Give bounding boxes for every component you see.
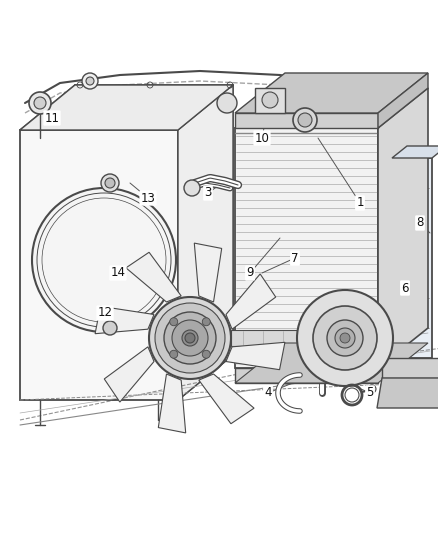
Circle shape: [368, 385, 376, 393]
Circle shape: [29, 92, 51, 114]
Circle shape: [34, 97, 46, 109]
Polygon shape: [199, 374, 254, 424]
Polygon shape: [231, 330, 297, 346]
Polygon shape: [392, 158, 432, 358]
Polygon shape: [235, 113, 378, 128]
Polygon shape: [95, 306, 154, 334]
Text: 14: 14: [110, 266, 126, 279]
Circle shape: [182, 330, 198, 346]
Text: 5: 5: [366, 386, 374, 400]
Polygon shape: [20, 85, 233, 130]
Circle shape: [335, 328, 355, 348]
Circle shape: [101, 174, 119, 192]
Circle shape: [170, 350, 178, 358]
Polygon shape: [226, 342, 285, 370]
Text: 6: 6: [401, 281, 409, 295]
Circle shape: [86, 77, 94, 85]
Circle shape: [164, 312, 216, 364]
Circle shape: [202, 318, 210, 326]
Polygon shape: [104, 347, 154, 402]
Polygon shape: [235, 88, 428, 128]
Text: 12: 12: [98, 306, 113, 319]
Text: 9: 9: [246, 266, 254, 279]
Circle shape: [155, 303, 225, 373]
Polygon shape: [226, 274, 276, 329]
Polygon shape: [126, 252, 181, 302]
Circle shape: [105, 178, 115, 188]
Polygon shape: [392, 146, 438, 158]
Polygon shape: [20, 130, 178, 400]
Circle shape: [185, 333, 195, 343]
Polygon shape: [382, 358, 438, 378]
Text: 1: 1: [356, 197, 364, 209]
Circle shape: [262, 92, 278, 108]
Polygon shape: [378, 88, 428, 368]
Circle shape: [82, 73, 98, 89]
Polygon shape: [255, 88, 285, 113]
Text: 7: 7: [291, 252, 299, 264]
Polygon shape: [235, 368, 378, 383]
Circle shape: [297, 290, 393, 386]
Circle shape: [313, 306, 377, 370]
Circle shape: [172, 320, 208, 356]
Polygon shape: [235, 73, 428, 113]
Polygon shape: [378, 73, 428, 128]
Polygon shape: [158, 374, 186, 433]
Polygon shape: [194, 243, 222, 302]
Circle shape: [202, 350, 210, 358]
Circle shape: [170, 318, 178, 326]
Circle shape: [184, 180, 200, 196]
Circle shape: [327, 320, 363, 356]
Circle shape: [340, 333, 350, 343]
Polygon shape: [377, 378, 438, 408]
Polygon shape: [235, 128, 378, 368]
Circle shape: [103, 321, 117, 335]
Circle shape: [298, 113, 312, 127]
Text: 4: 4: [264, 386, 272, 400]
Text: 8: 8: [416, 216, 424, 230]
Text: 3: 3: [204, 187, 212, 199]
Circle shape: [293, 108, 317, 132]
Text: 10: 10: [254, 132, 269, 144]
Circle shape: [149, 297, 231, 379]
Circle shape: [32, 188, 176, 332]
Text: 11: 11: [45, 111, 60, 125]
Circle shape: [217, 93, 237, 113]
Polygon shape: [235, 343, 428, 383]
Text: 13: 13: [141, 191, 155, 205]
Polygon shape: [178, 85, 233, 400]
